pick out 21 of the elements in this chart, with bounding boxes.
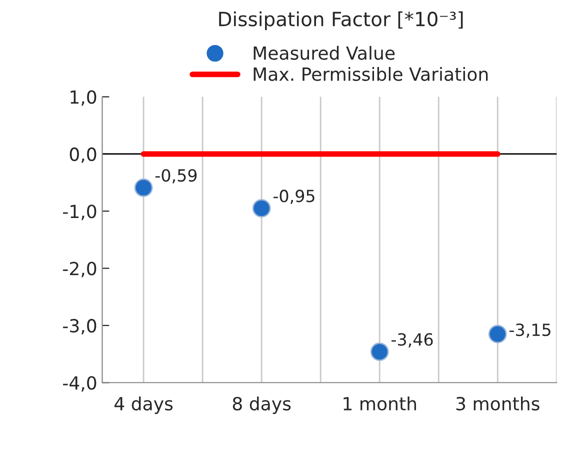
legend-label: Measured Value	[254, 46, 395, 60]
y-tick-label: -1,0	[63, 204, 96, 220]
chart-title: Dissipation Factor [*10⁻³]	[219, 11, 463, 30]
data-label: -3,46	[392, 333, 433, 348]
data-label: -3,15	[510, 323, 550, 338]
x-tick-label: 8 days	[232, 396, 291, 414]
data-label: -0,59	[155, 169, 197, 184]
y-tick-label: -2,0	[63, 262, 96, 278]
point	[252, 199, 271, 218]
legend-label: Max. Permissible Variation	[254, 66, 488, 81]
data-label: -0,95	[274, 190, 314, 204]
y-tick-label: -4,0	[63, 376, 96, 392]
x-tick-label: 1 month	[344, 396, 416, 410]
y-tick-label: -3,0	[63, 318, 96, 334]
x-tick-label: 4 days	[114, 396, 173, 414]
point	[488, 324, 507, 344]
x-tick-label: 3 months	[456, 396, 540, 410]
point	[134, 178, 153, 197]
point	[370, 342, 389, 361]
y-tick-label: 1,0	[70, 90, 96, 106]
y-tick-label: 0,0	[70, 147, 96, 163]
